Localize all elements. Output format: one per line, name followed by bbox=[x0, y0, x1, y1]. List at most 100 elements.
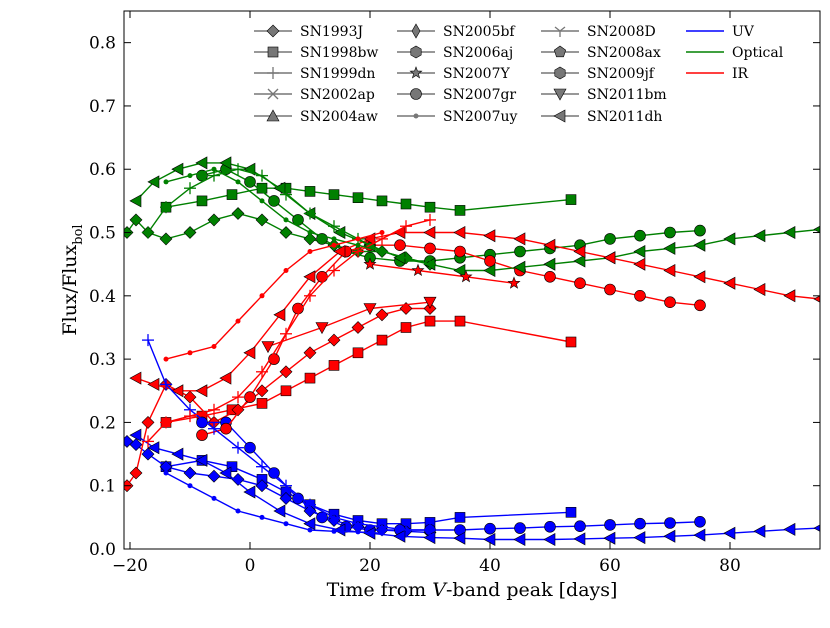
point-sn2007gr-optical-15 bbox=[604, 233, 616, 245]
legend-entry-sn2007uy: SN2007uy bbox=[397, 109, 517, 125]
point-sn1999dn-optical-6 bbox=[280, 188, 292, 201]
point-sn2007gr-ir-11 bbox=[484, 255, 496, 267]
legend-label-sn2005bf: SN2005bf bbox=[443, 24, 516, 40]
point-sn2007gr-ir-2 bbox=[244, 391, 256, 403]
point-sn2011dh-uv-18 bbox=[633, 531, 646, 545]
point-sn2007uy-ir-0 bbox=[163, 356, 169, 362]
y-tick-label-8: 0.8 bbox=[89, 34, 116, 54]
point-sn2011dh-ir-23 bbox=[783, 289, 796, 303]
point-sn2011dh-uv-3 bbox=[195, 453, 208, 467]
point-sn1999dn-optical-12 bbox=[424, 258, 436, 271]
point-sn1998bw-uv-12 bbox=[565, 506, 577, 518]
point-sn2011dh-optical-18 bbox=[633, 244, 646, 259]
point-sn2007gr-uv-2 bbox=[244, 441, 256, 454]
point-sn2011dh-optical-13 bbox=[483, 263, 496, 278]
legend-entry-sn2011bm: SN2011bm bbox=[541, 87, 667, 103]
point-sn2011dh-uv-21 bbox=[723, 526, 736, 540]
point-sn2007gr-uv-3 bbox=[268, 467, 280, 479]
point-sn2011dh-optical-23 bbox=[783, 225, 796, 240]
point-sn2011dh-uv-17 bbox=[603, 531, 616, 545]
legend-marker-sn2009jf bbox=[554, 66, 566, 80]
series-layer bbox=[124, 156, 820, 547]
point-sn2007uy-optical-7 bbox=[331, 236, 337, 242]
point-sn1993j-ir-10 bbox=[327, 333, 341, 347]
point-sn2011dh-ir-12 bbox=[453, 225, 466, 240]
y-tick-label-6: 0.6 bbox=[89, 160, 116, 180]
point-sn2011dh-uv-23 bbox=[783, 522, 796, 536]
point-sn2007y-ir-2 bbox=[459, 269, 473, 283]
point-sn2007gr-ir-13 bbox=[544, 270, 556, 283]
point-sn2007uy-optical-0 bbox=[163, 179, 169, 185]
point-sn2007gr-optical-4 bbox=[292, 214, 304, 226]
point-sn2011dh-uv-8 bbox=[333, 523, 346, 537]
legend-label-sn2011bm: SN2011bm bbox=[587, 87, 667, 103]
point-sn1999dn-uv-6 bbox=[280, 479, 292, 492]
point-sn1999dn-ir-0 bbox=[142, 435, 154, 448]
point-sn2011dh-optical-19 bbox=[663, 241, 676, 255]
point-sn2011bm-ir-0 bbox=[261, 341, 275, 354]
y-tick-label-0: 0.0 bbox=[89, 540, 116, 560]
point-sn1998bw-optical-1 bbox=[196, 195, 208, 207]
y-tick-label-7: 0.7 bbox=[89, 97, 116, 117]
y-tick-label-5: 0.5 bbox=[89, 224, 116, 244]
point-sn2011dh-optical-0 bbox=[129, 194, 142, 208]
legend-entry-optical: Optical bbox=[686, 45, 784, 61]
legend-entry-sn2008ax: SN2008ax bbox=[541, 45, 661, 61]
point-sn2007uy-uv-1 bbox=[187, 483, 193, 489]
point-sn2007uy-ir-9 bbox=[379, 230, 385, 235]
point-sn2011dh-optical-4 bbox=[219, 156, 232, 170]
legend-label-optical: Optical bbox=[732, 45, 784, 61]
point-sn2007uy-optical-4 bbox=[259, 198, 265, 204]
point-sn1999dn-optical-2 bbox=[184, 182, 196, 195]
point-sn2007uy-ir-8 bbox=[355, 236, 361, 242]
series-sn2011bm-ir bbox=[261, 296, 437, 354]
point-sn2007gr-ir-17 bbox=[664, 296, 676, 309]
point-sn2007gr-optical-16 bbox=[634, 229, 646, 242]
series-sn2007uy-ir bbox=[163, 230, 385, 362]
point-sn1993j-optical-5 bbox=[207, 213, 221, 227]
point-sn2007gr-ir-0 bbox=[196, 429, 208, 441]
point-sn2007uy-ir-7 bbox=[331, 242, 337, 248]
point-sn1999dn-uv-12 bbox=[424, 524, 436, 536]
legend-entry-sn2006aj: SN2006aj bbox=[397, 45, 513, 61]
legend-label-sn2006aj: SN2006aj bbox=[443, 45, 513, 61]
point-sn1998bw-ir-10 bbox=[424, 315, 436, 327]
point-sn1999dn-uv-9 bbox=[352, 517, 364, 530]
point-sn2011dh-ir-18 bbox=[633, 257, 646, 271]
point-sn2011dh-optical-20 bbox=[693, 238, 706, 252]
point-sn2011dh-ir-21 bbox=[723, 276, 736, 290]
point-sn1999dn-ir-6 bbox=[280, 327, 292, 340]
point-sn2011dh-ir-7 bbox=[303, 270, 316, 284]
point-sn2007gr-optical-17 bbox=[664, 226, 676, 239]
point-sn2007uy-uv-8 bbox=[355, 529, 361, 535]
point-sn2011dh-uv-5 bbox=[243, 485, 256, 499]
point-sn1999dn-uv-11 bbox=[400, 524, 412, 536]
point-sn2007gr-uv-15 bbox=[604, 519, 616, 531]
point-sn2011dh-ir-2 bbox=[171, 384, 184, 398]
series-sn2007uy-uv bbox=[163, 470, 385, 536]
point-sn2007uy-uv-5 bbox=[283, 521, 289, 527]
point-sn1993j-ir-11 bbox=[351, 321, 365, 334]
point-sn2011dh-ir-3 bbox=[195, 384, 208, 398]
legend-marker-sn2008ax bbox=[553, 45, 567, 58]
point-sn2011dh-uv-7 bbox=[303, 517, 316, 531]
legend-marker-sn2007y bbox=[409, 66, 423, 79]
legend-label-uv: UV bbox=[732, 24, 755, 40]
point-sn1993j-ir-9 bbox=[303, 346, 317, 360]
point-sn2011dh-optical-16 bbox=[573, 254, 586, 268]
point-sn1993j-uv-2 bbox=[141, 447, 155, 461]
point-sn1993j-uv-8 bbox=[279, 491, 293, 505]
legend-label-sn2008ax: SN2008ax bbox=[587, 45, 661, 61]
point-sn2011dh-ir-22 bbox=[753, 282, 766, 297]
point-sn1998bw-ir-11 bbox=[454, 315, 466, 327]
point-sn2007gr-optical-18 bbox=[694, 224, 706, 237]
point-sn1998bw-ir-12 bbox=[565, 336, 577, 348]
point-sn2007gr-uv-4 bbox=[292, 492, 304, 505]
point-sn2007uy-uv-0 bbox=[163, 470, 169, 476]
series-line-sn2007uy-ir bbox=[165, 231, 383, 360]
legend-entry-sn1998bw: SN1998bw bbox=[254, 45, 378, 61]
point-sn2011bm-ir-1 bbox=[315, 322, 329, 335]
point-sn2007uy-optical-1 bbox=[187, 173, 193, 179]
legend-entry-sn2009jf: SN2009jf bbox=[541, 66, 656, 82]
point-sn2011dh-ir-11 bbox=[423, 225, 436, 240]
